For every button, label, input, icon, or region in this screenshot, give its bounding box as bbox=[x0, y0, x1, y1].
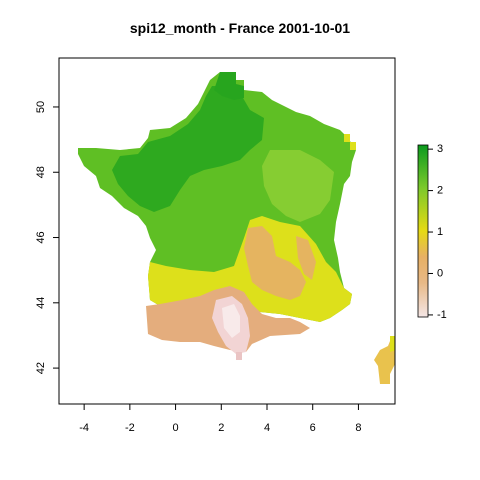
france-pixel-south bbox=[236, 352, 242, 360]
legend-tick-label: -1 bbox=[437, 309, 447, 321]
corsica-region bbox=[374, 336, 395, 384]
spi-raster bbox=[78, 72, 395, 384]
x-tick-label: 2 bbox=[218, 422, 224, 434]
legend-ticks: 3 2 1 0 -1 bbox=[428, 143, 447, 321]
x-tick-label: 4 bbox=[264, 422, 270, 434]
x-tick-label: 8 bbox=[355, 422, 361, 434]
france-pixel-ne-1 bbox=[344, 134, 350, 142]
y-tick-label: 42 bbox=[35, 362, 47, 374]
y-tick-label: 44 bbox=[35, 297, 47, 309]
legend-colorbar bbox=[417, 144, 429, 318]
france-region-orange-center bbox=[244, 226, 306, 300]
x-tick-label: 6 bbox=[310, 422, 316, 434]
plot-frame bbox=[58, 57, 396, 405]
legend-tick-label: 1 bbox=[437, 226, 443, 238]
x-tick-label: -4 bbox=[79, 422, 89, 434]
france-region-north-tip bbox=[214, 72, 244, 100]
y-tick-label: 50 bbox=[35, 101, 47, 113]
legend-tick-label: 3 bbox=[437, 143, 443, 155]
y-axis: 42 44 46 48 50 bbox=[35, 101, 59, 374]
legend-tick-label: 2 bbox=[437, 184, 443, 196]
corsica-yellow bbox=[390, 336, 395, 352]
y-tick-label: 46 bbox=[35, 231, 47, 243]
y-tick-label: 48 bbox=[35, 166, 47, 178]
legend-tick-label: 0 bbox=[437, 267, 443, 279]
plot-title: spi12_month - France 2001-10-01 bbox=[129, 20, 351, 36]
france-region-orange-east bbox=[296, 236, 316, 280]
france-region-dark-green bbox=[112, 86, 264, 212]
x-tick-label: -2 bbox=[125, 422, 135, 434]
x-axis: -4 -2 0 2 4 6 8 bbox=[79, 404, 361, 434]
france-region-light-green bbox=[262, 150, 334, 222]
france-region-palepink bbox=[222, 304, 240, 338]
france-pixel-ne-2 bbox=[350, 142, 356, 150]
x-tick-label: 0 bbox=[173, 422, 179, 434]
